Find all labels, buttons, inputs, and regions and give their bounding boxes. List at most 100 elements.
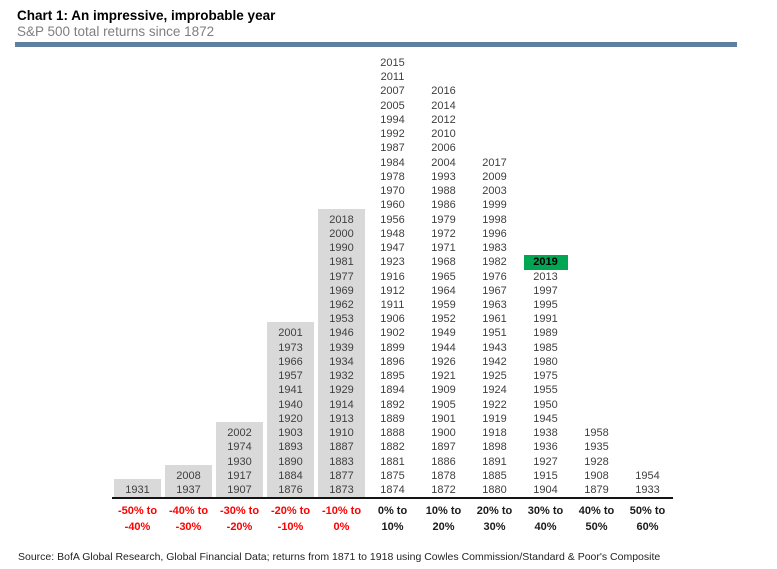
x-axis-label-line1: -50% to xyxy=(117,505,158,518)
year-cell-1939: 1939 xyxy=(329,341,354,354)
year-cell-1977: 1977 xyxy=(329,270,354,283)
year-cell-1989: 1989 xyxy=(533,327,558,340)
year-cell-1914: 1914 xyxy=(329,398,354,411)
year-cell-1985: 1985 xyxy=(533,341,558,354)
year-cell-1918: 1918 xyxy=(482,427,507,440)
year-cell-1966: 1966 xyxy=(278,355,303,368)
year-cell-1935: 1935 xyxy=(584,441,609,454)
year-cell-1965: 1965 xyxy=(431,270,456,283)
year-cell-1997: 1997 xyxy=(533,284,558,297)
year-cell-1896: 1896 xyxy=(380,355,405,368)
year-cell-2008: 2008 xyxy=(176,469,201,482)
x-axis-label-line1: -30% to xyxy=(219,505,260,518)
year-cell-1990: 1990 xyxy=(329,242,354,255)
year-cell-1884: 1884 xyxy=(278,469,303,482)
year-cell-1921: 1921 xyxy=(431,370,456,383)
year-cell-2000: 2000 xyxy=(329,227,354,240)
x-axis-label-9: 40% to 50% xyxy=(571,503,622,535)
year-cell-1954: 1954 xyxy=(635,469,660,482)
x-axis-label-line2: -20% xyxy=(226,521,253,534)
chart-header: Chart 1: An impressive, improbable year … xyxy=(0,0,777,39)
year-cell-1968: 1968 xyxy=(431,256,456,269)
bucket-year-stack: 2017 2009 2003 1999 1998 1996 1983 1982 1976 1967… xyxy=(469,156,520,498)
x-axis-label-line2: 20% xyxy=(432,521,455,534)
year-cell-1958: 1958 xyxy=(584,427,609,440)
x-axis-label-line1: 10% to xyxy=(425,505,462,518)
x-axis-label-8: 30% to 40% xyxy=(520,503,571,535)
year-cell-1890: 1890 xyxy=(278,455,303,468)
x-axis-label-10: 50% to 60% xyxy=(622,503,673,535)
source-note: Source: BofA Global Research, Global Fin… xyxy=(18,551,661,564)
year-cell-2005: 2005 xyxy=(380,99,405,112)
year-cell-2009: 2009 xyxy=(482,170,507,183)
year-cell-1948: 1948 xyxy=(380,227,405,240)
year-cell-1897: 1897 xyxy=(431,441,456,454)
year-cell-1962: 1962 xyxy=(329,298,354,311)
bucket-column-10: 1954 1933 xyxy=(622,469,673,497)
bucket-column-8: 2019 2013 1997 1995 1991 1989 1985 1980 1975 1955… xyxy=(520,255,571,497)
year-cell-1996: 1996 xyxy=(482,227,507,240)
year-cell-2016: 2016 xyxy=(431,85,456,98)
year-cell-1908: 1908 xyxy=(584,469,609,482)
year-cell-1972: 1972 xyxy=(431,227,456,240)
year-cell-1979: 1979 xyxy=(431,213,456,226)
x-axis-label-line1: -20% to xyxy=(270,505,311,518)
year-cell-1973: 1973 xyxy=(278,341,303,354)
bucket-column-6: 2016 2014 2012 2010 2006 2004 1993 1988 1986 1979… xyxy=(418,84,469,497)
year-cell-1988: 1988 xyxy=(431,185,456,198)
year-cell-1995: 1995 xyxy=(533,298,558,311)
year-cell-1980: 1980 xyxy=(533,355,558,368)
year-cell-1938: 1938 xyxy=(533,427,558,440)
year-cell-2007: 2007 xyxy=(380,85,405,98)
bucket-year-stack: 2016 2014 2012 2010 2006 2004 1993 1988 1986 1979… xyxy=(418,84,469,497)
bucket-column-1: 2008 1937 xyxy=(163,464,214,498)
year-cell-1895: 1895 xyxy=(380,370,405,383)
year-cell-1902: 1902 xyxy=(380,327,405,340)
year-cell-1911: 1911 xyxy=(380,298,405,311)
year-cell-1919: 1919 xyxy=(482,412,507,425)
year-cell-1920: 1920 xyxy=(278,412,303,425)
bucket-shaded-bar: 2018 2000 1990 1981 1977 1969 1962 1953 1946 1939… xyxy=(318,208,365,498)
x-axis-label-line2: -10% xyxy=(277,521,304,534)
year-cell-1883: 1883 xyxy=(329,455,354,468)
year-cell-1945: 1945 xyxy=(533,412,558,425)
year-cell-1912: 1912 xyxy=(380,284,405,297)
year-cell-1882: 1882 xyxy=(380,441,405,454)
year-cell-1940: 1940 xyxy=(278,398,303,411)
year-cell-1888: 1888 xyxy=(380,427,405,440)
year-cell-1886: 1886 xyxy=(431,455,456,468)
year-cell-1998: 1998 xyxy=(482,213,507,226)
year-cell-1879: 1879 xyxy=(584,484,609,497)
x-axis-label-line2: -40% xyxy=(124,521,151,534)
year-cell-1957: 1957 xyxy=(278,370,303,383)
year-cell-1877: 1877 xyxy=(329,469,354,482)
x-axis-label-line2: 60% xyxy=(636,521,659,534)
bucket-column-9: 1958 1935 1928 1908 1879 xyxy=(571,426,622,497)
x-axis-label-2: -30% to -20% xyxy=(214,503,265,535)
year-cell-1955: 1955 xyxy=(533,384,558,397)
year-cell-1928: 1928 xyxy=(584,455,609,468)
year-cell-2013: 2013 xyxy=(533,270,558,283)
year-cell-1904: 1904 xyxy=(533,484,558,497)
year-cell-1969: 1969 xyxy=(329,284,354,297)
chart-columns: 1931 2008 1937 2002 1974 1930 1917 1907 2001 1973… xyxy=(112,56,673,500)
year-cell-1909: 1909 xyxy=(431,384,456,397)
year-cell-1927: 1927 xyxy=(533,455,558,468)
year-cell-1887: 1887 xyxy=(329,441,354,454)
year-cell-1872: 1872 xyxy=(431,484,456,497)
bucket-column-7: 2017 2009 2003 1999 1998 1996 1983 1982 1976 1967… xyxy=(469,156,520,498)
year-cell-1926: 1926 xyxy=(431,355,456,368)
bucket-year-stack: 1954 1933 xyxy=(622,469,673,497)
chart-subtitle: S&P 500 total returns since 1872 xyxy=(17,24,215,39)
year-cell-highlighted-2019: 2019 xyxy=(523,255,568,270)
x-axis-label-line1: 50% to xyxy=(629,505,666,518)
year-cell-1907: 1907 xyxy=(227,484,252,497)
year-cell-1925: 1925 xyxy=(482,370,507,383)
bucket-column-0: 1931 xyxy=(112,479,163,498)
year-cell-2015: 2015 xyxy=(380,57,405,69)
bucket-column-4: 2018 2000 1990 1981 1977 1969 1962 1953 1946 1939… xyxy=(316,208,367,498)
x-axis-label-line2: 30% xyxy=(483,521,506,534)
year-cell-1933: 1933 xyxy=(635,484,660,497)
year-cell-1924: 1924 xyxy=(482,384,507,397)
histogram-chart: 1931 2008 1937 2002 1974 1930 1917 1907 2001 1973… xyxy=(112,56,673,535)
